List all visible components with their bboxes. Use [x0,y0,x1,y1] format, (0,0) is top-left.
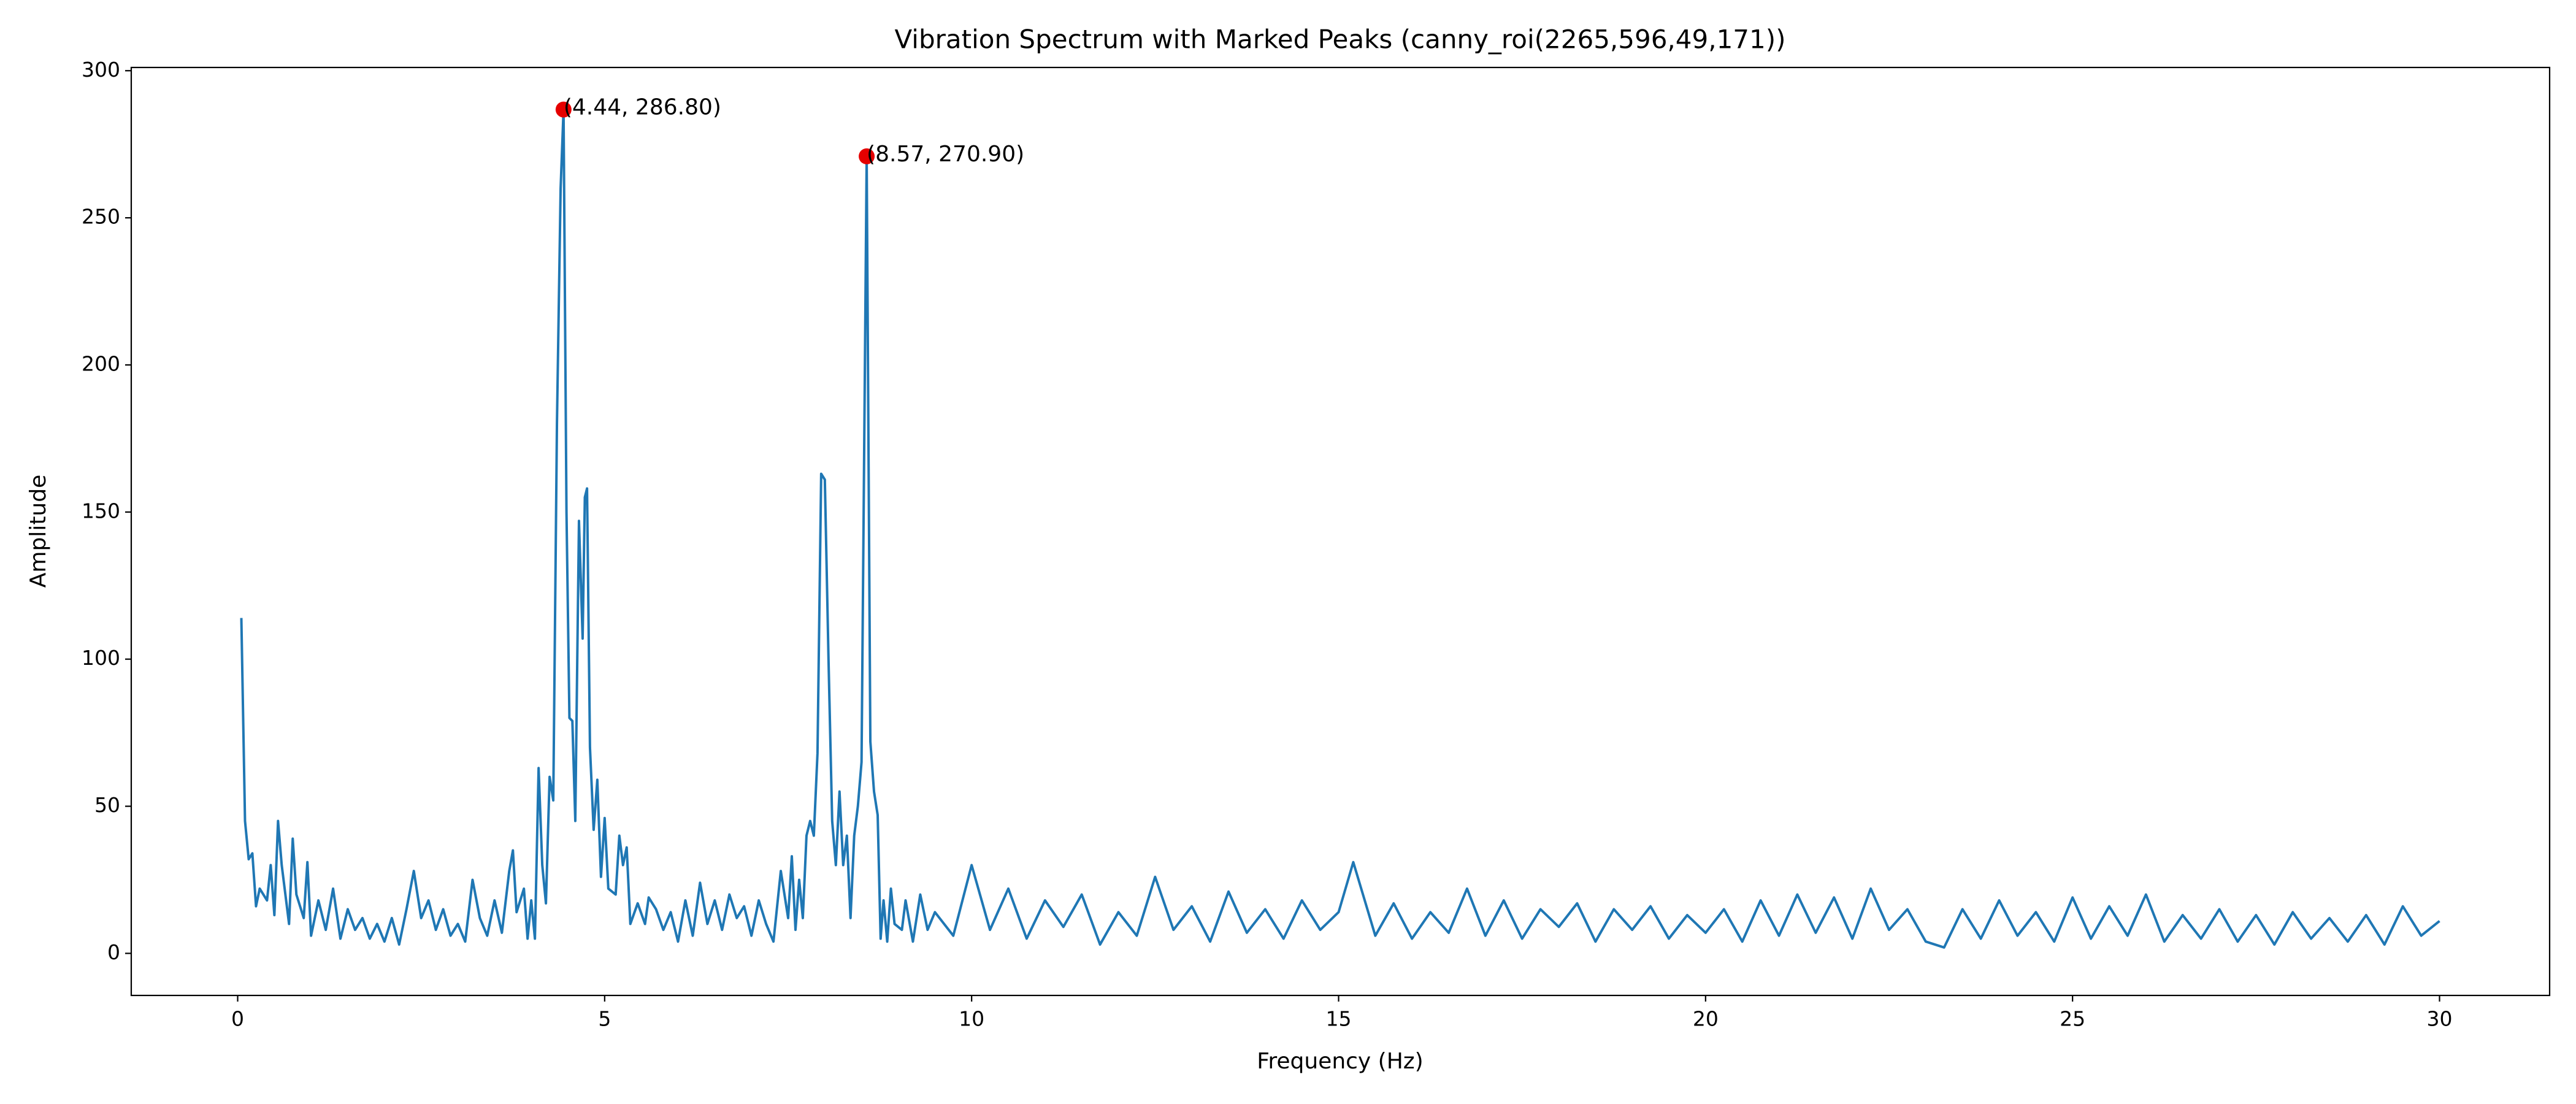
peak-annotation: (4.44, 286.80) [564,95,721,120]
x-tick-label: 5 [598,1007,611,1031]
spectrum-line [240,108,2440,949]
peak-marker [555,101,572,118]
y-tick-label: 300 [82,58,120,82]
x-tick-label: 20 [1693,1007,1719,1031]
y-tick-label: 250 [82,205,120,229]
y-tick-label: 0 [107,940,120,964]
x-tick-label: 30 [2427,1007,2453,1031]
x-tick-label: 0 [231,1007,244,1031]
x-tick-label: 15 [1326,1007,1352,1031]
x-tick-label: 10 [959,1007,984,1031]
chart-title: Vibration Spectrum with Marked Peaks (ca… [894,25,1785,55]
x-axis-label: Frequency (Hz) [1257,1049,1423,1074]
peak-annotation: (8.57, 270.90) [867,142,1024,167]
y-axis-label: Amplitude [26,475,51,588]
peak-marker [859,148,875,164]
y-tick-label: 100 [82,646,120,670]
plot-frame [130,66,2551,997]
y-tick-label: 50 [94,793,120,817]
y-tick-label: 150 [82,499,120,523]
x-tick-label: 25 [2060,1007,2085,1031]
y-tick-label: 200 [82,351,120,375]
